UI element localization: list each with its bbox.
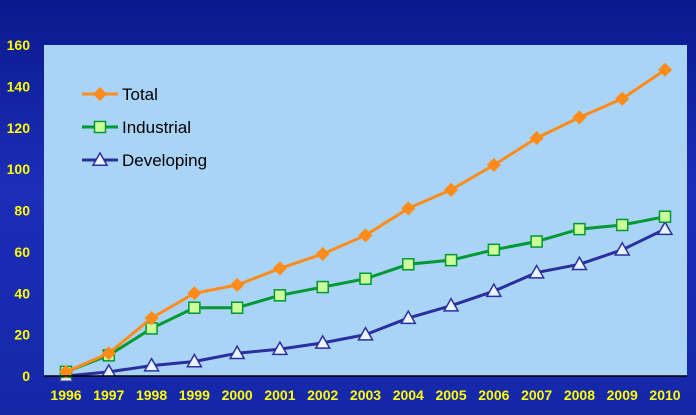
x-tick-label: 2002 — [307, 387, 338, 403]
legend-item: Developing — [82, 151, 207, 170]
data-point — [613, 241, 631, 256]
legend-marker — [92, 86, 108, 102]
data-point — [573, 222, 586, 236]
data-point — [485, 282, 503, 298]
data-point — [615, 91, 630, 106]
data-point — [571, 255, 588, 271]
legend-label: Developing — [122, 151, 207, 170]
y-tick-label: 140 — [7, 78, 31, 94]
data-point — [271, 340, 289, 356]
y-tick-label: 60 — [14, 244, 30, 260]
x-tick-label: 2008 — [564, 387, 595, 403]
y-tick-label: 40 — [14, 285, 30, 301]
data-point — [272, 261, 287, 276]
legend-item: Total — [82, 85, 158, 104]
data-point — [359, 272, 372, 286]
data-point — [58, 364, 74, 379]
x-tick-label: 2007 — [521, 387, 552, 403]
data-point — [357, 326, 374, 341]
x-tick-label: 2001 — [264, 387, 295, 403]
data-point — [444, 182, 459, 197]
data-point — [314, 334, 332, 349]
legend-marker — [93, 120, 107, 134]
series-layer — [57, 62, 674, 382]
data-point — [188, 301, 201, 314]
data-point — [656, 220, 674, 236]
data-point — [143, 357, 160, 372]
data-point — [187, 286, 202, 301]
x-tick-label: 1996 — [50, 387, 81, 403]
data-point — [530, 235, 543, 248]
x-tick-label: 1999 — [179, 387, 210, 403]
data-point — [186, 353, 203, 368]
x-tick-label: 2010 — [649, 387, 680, 403]
data-point — [358, 228, 373, 243]
legend-label: Total — [122, 85, 158, 104]
data-point — [230, 301, 244, 314]
y-tick-label: 100 — [7, 161, 31, 177]
data-point — [273, 289, 287, 302]
y-tick-label: 20 — [14, 327, 30, 343]
y-tick-label: 80 — [14, 203, 30, 219]
data-point — [144, 311, 159, 326]
data-point — [572, 110, 587, 125]
data-point — [230, 277, 245, 293]
x-tick-label: 2003 — [350, 387, 381, 403]
data-point — [529, 131, 544, 146]
data-point — [315, 246, 330, 262]
legend-item: Industrial — [82, 118, 191, 137]
y-tick-label: 0 — [22, 368, 30, 384]
data-point — [399, 309, 417, 325]
series-total — [58, 62, 673, 379]
data-point — [100, 363, 118, 378]
y-axis-ticks: 0 20 40 60 80 100 120 140 160 — [7, 37, 31, 384]
data-point — [528, 264, 545, 279]
x-tick-label: 2009 — [607, 387, 638, 403]
x-tick-label: 2004 — [393, 387, 424, 403]
x-tick-label: 1997 — [93, 387, 124, 403]
data-point — [401, 201, 416, 216]
x-tick-label: 1998 — [136, 387, 167, 403]
data-point — [487, 243, 501, 257]
data-point — [316, 280, 329, 294]
y-tick-label: 160 — [7, 37, 31, 53]
data-point — [658, 210, 672, 223]
data-point — [444, 253, 458, 267]
data-point — [486, 157, 501, 173]
x-tick-label: 2006 — [478, 387, 509, 403]
y-tick-label: 120 — [7, 120, 31, 136]
data-point — [615, 218, 629, 232]
legend-marker — [91, 151, 109, 166]
data-point — [442, 297, 460, 312]
legend-label: Industrial — [122, 118, 191, 137]
legend: Total Industrial Developing — [82, 85, 207, 170]
data-point — [228, 344, 246, 360]
x-tick-label: 2000 — [222, 387, 253, 403]
data-point — [402, 258, 415, 271]
x-tick-label: 2005 — [435, 387, 466, 403]
x-axis-ticks: 1996 1997 1998 1999 2000 2001 2002 2003 2004 2005… — [50, 387, 680, 403]
data-point — [657, 62, 673, 77]
data-point — [101, 346, 116, 361]
